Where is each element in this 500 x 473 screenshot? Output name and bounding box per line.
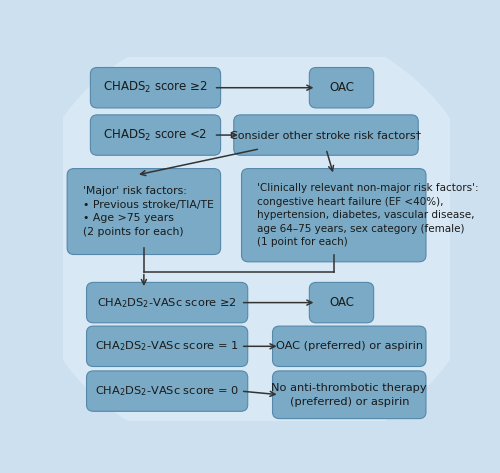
Text: OAC: OAC: [329, 81, 354, 94]
Text: CHA$_2$DS$_2$-VASc score ≥2: CHA$_2$DS$_2$-VASc score ≥2: [97, 296, 237, 309]
Text: OAC (preferred) or aspirin: OAC (preferred) or aspirin: [276, 342, 423, 351]
FancyBboxPatch shape: [272, 371, 426, 419]
FancyBboxPatch shape: [272, 326, 426, 367]
FancyBboxPatch shape: [86, 282, 248, 323]
Text: 'Clinically relevant non-major risk factors':
congestive heart failure (EF <40%): 'Clinically relevant non-major risk fact…: [257, 183, 478, 247]
Text: CHA$_2$DS$_2$-VASc score = 1: CHA$_2$DS$_2$-VASc score = 1: [96, 340, 239, 353]
Text: OAC: OAC: [329, 296, 354, 309]
FancyBboxPatch shape: [86, 326, 248, 367]
Text: No anti-thrombotic therapy
(preferred) or aspirin: No anti-thrombotic therapy (preferred) o…: [272, 383, 427, 407]
Text: CHADS$_2$ score ≥2: CHADS$_2$ score ≥2: [103, 80, 208, 95]
Text: 'Major' risk factors:
• Previous stroke/TIA/TE
• Age >75 years
(2 points for eac: 'Major' risk factors: • Previous stroke/…: [82, 186, 214, 237]
FancyBboxPatch shape: [242, 168, 426, 262]
FancyBboxPatch shape: [310, 68, 374, 108]
Text: CHA$_2$DS$_2$-VASc score = 0: CHA$_2$DS$_2$-VASc score = 0: [95, 384, 239, 398]
FancyBboxPatch shape: [90, 115, 220, 155]
FancyBboxPatch shape: [310, 282, 374, 323]
Text: Consider other stroke risk factors†: Consider other stroke risk factors†: [230, 130, 422, 140]
FancyBboxPatch shape: [86, 371, 248, 412]
Ellipse shape: [24, 20, 489, 457]
FancyBboxPatch shape: [90, 68, 220, 108]
FancyBboxPatch shape: [234, 115, 418, 155]
Text: CHADS$_2$ score <2: CHADS$_2$ score <2: [104, 128, 208, 143]
FancyBboxPatch shape: [67, 168, 220, 254]
